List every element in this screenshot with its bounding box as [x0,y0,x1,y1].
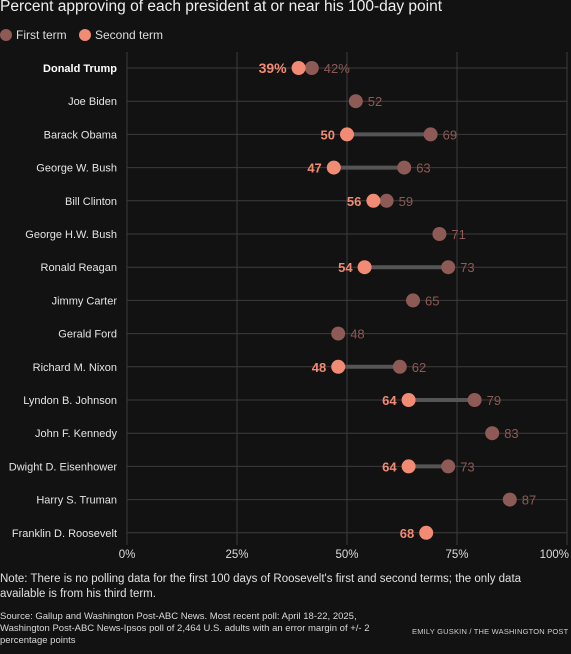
president-label: Lyndon B. Johnson [23,395,117,407]
second-term-dot [331,359,346,374]
president-label: Barack Obama [44,129,118,141]
first-term-dot [397,160,412,175]
first-term-value-label: 69 [443,127,457,142]
first-term-value-label: 71 [451,227,465,242]
second-term-value-label: 64 [382,393,397,408]
second-term-value-label: 47 [307,161,321,176]
second-term-dot [419,525,434,540]
first-term-dot [379,193,394,208]
second-term-value-label: 64 [382,459,397,474]
first-term-value-label: 59 [399,194,413,209]
second-term-dot [357,260,372,275]
first-term-value-label: 73 [460,459,474,474]
first-term-value-label: 63 [416,161,430,176]
first-term-dot [423,127,438,142]
second-term-swatch [79,29,91,41]
president-label: Joe Biden [68,96,117,108]
x-tick-label: 0% [119,549,136,561]
first-term-dot [348,94,363,109]
first-term-dot [304,61,319,75]
chart-note: Note: There is no polling data for the f… [0,573,522,600]
first-term-dot [502,492,517,507]
first-term-value-label: 48 [350,327,364,342]
president-label: John F. Kennedy [35,428,117,440]
legend-label-first-term: First term [16,28,67,42]
second-term-dot [401,393,416,407]
first-term-value-label: 65 [425,293,439,308]
first-term-value-label: 79 [487,393,501,408]
president-label: Gerald Ford [58,329,117,341]
first-term-dot [467,393,482,407]
chart-credit: EMILY GUSKIN / THE WASHINGTON POST [412,627,569,636]
first-term-dot [441,260,456,275]
first-term-dot [441,459,456,474]
first-term-value-label: 73 [460,260,474,275]
x-tick-label: 100% [540,549,569,561]
chart-title: Percent approving of each president at o… [0,0,443,15]
president-label: Franklin D. Roosevelt [12,528,117,540]
first-term-value-label: 42% [324,61,350,76]
president-label: Dwight D. Eisenhower [9,461,118,473]
second-term-dot [340,127,354,142]
first-term-value-label: 62 [412,360,426,375]
president-label: George H.W. Bush [25,229,117,241]
first-term-swatch [0,29,12,41]
second-term-dot [326,160,341,175]
president-label: Bill Clinton [65,196,117,208]
chart-source: Source: Gallup and Washington Post-ABC N… [0,611,370,646]
first-term-value-label: 52 [368,94,382,109]
legend-label-second-term: Second term [95,28,164,42]
second-term-value-label: 54 [338,260,353,275]
second-term-value-label: 56 [347,194,361,209]
x-tick-label: 25% [225,549,248,561]
first-term-dot [392,359,407,374]
president-label: Donald Trump [43,63,117,75]
first-term-dot [432,227,447,241]
second-term-dot [401,459,416,474]
second-term-dot [366,193,381,208]
first-term-value-label: 83 [504,426,518,441]
first-term-dot [485,426,500,441]
second-term-value-label: 68 [400,526,414,541]
second-term-value-label: 39% [259,60,288,76]
first-term-value-label: 87 [522,493,536,508]
president-label: Harry S. Truman [36,495,117,507]
x-tick-label: 75% [445,549,468,561]
president-label: Ronald Reagan [41,262,117,274]
second-term-dot [291,61,306,75]
x-tick-label: 50% [335,549,358,561]
president-label: George W. Bush [36,163,117,175]
president-label: Richard M. Nixon [33,362,117,374]
approval-dot-chart: 0% 25% 50% 75% 100% Donald Trump 42% 39% Joe Bid… [9,52,569,561]
first-term-dot [331,326,346,341]
president-label: Jimmy Carter [52,295,118,307]
second-term-value-label: 50 [321,127,335,142]
second-term-value-label: 48 [312,360,326,375]
first-term-dot [406,293,420,308]
